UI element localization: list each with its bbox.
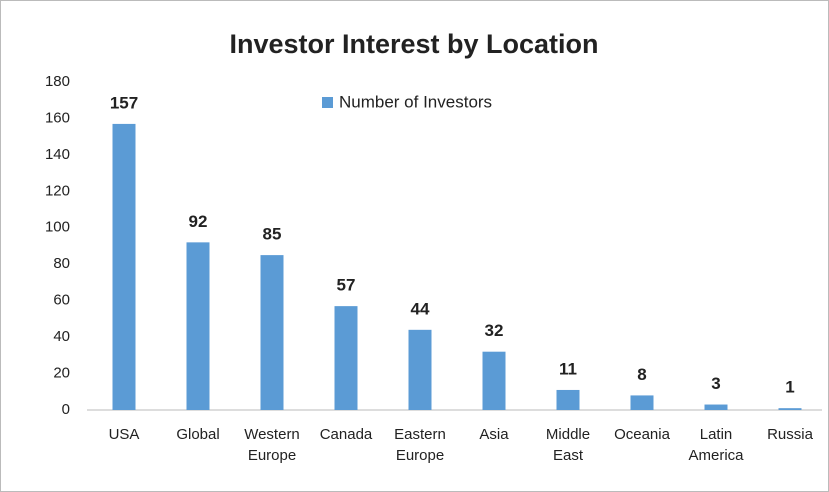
bar — [260, 255, 284, 410]
data-label: 32 — [485, 321, 504, 340]
y-tick-label: 180 — [45, 73, 70, 90]
y-tick-label: 0 — [62, 401, 70, 418]
x-tick-label: USA — [108, 426, 140, 443]
y-tick-label: 160 — [45, 109, 70, 126]
y-tick-label: 140 — [45, 146, 70, 163]
bar — [482, 351, 506, 410]
x-tick-label: Middle East — [545, 426, 591, 464]
bar — [630, 395, 654, 410]
bar — [408, 329, 432, 410]
legend-label: Number of Investors — [339, 92, 492, 111]
bar — [556, 389, 580, 410]
bar — [334, 306, 358, 410]
chart-title: Investor Interest by Location — [229, 29, 598, 59]
data-label: 85 — [263, 225, 282, 244]
x-tick-label: Eastern Europe — [394, 426, 446, 464]
data-label: 57 — [337, 276, 356, 295]
y-tick-label: 120 — [45, 182, 70, 199]
x-tick-label: Global — [176, 426, 220, 443]
data-label: 157 — [110, 93, 138, 112]
bar — [112, 123, 136, 411]
data-label: 11 — [559, 359, 577, 378]
y-tick-label: 100 — [45, 219, 70, 236]
x-tick-label: Russia — [767, 426, 813, 443]
x-tick-label: Latin America — [688, 426, 744, 464]
y-tick-label: 20 — [53, 365, 70, 382]
bar — [186, 242, 210, 410]
x-tick-label: Western Europe — [244, 426, 300, 464]
data-label: 1 — [785, 378, 794, 397]
data-label: 92 — [189, 212, 208, 231]
y-tick-label: 60 — [53, 292, 70, 309]
y-tick-label: 40 — [53, 328, 70, 345]
data-label: 3 — [711, 374, 720, 393]
x-tick-label: Asia — [479, 426, 509, 443]
y-tick-label: 80 — [53, 255, 70, 272]
data-label: 8 — [637, 365, 646, 384]
x-tick-label: Canada — [319, 426, 373, 443]
legend-swatch — [322, 97, 333, 108]
data-label: 44 — [411, 299, 430, 318]
x-tick-label: Oceania — [614, 426, 670, 443]
bar — [704, 404, 728, 410]
bar — [778, 408, 802, 410]
